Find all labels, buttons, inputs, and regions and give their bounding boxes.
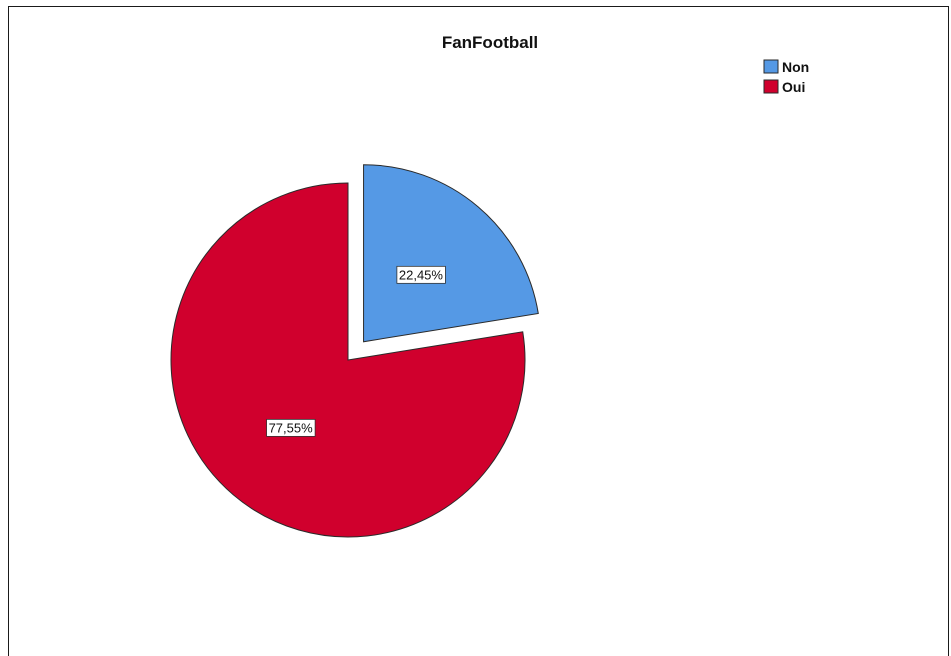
chart-frame (8, 6, 949, 656)
slice-label-non: 22,45% (396, 265, 446, 284)
legend-label-oui: Oui (782, 79, 805, 95)
pie-slice-non (363, 164, 539, 343)
legend-label-non: Non (782, 59, 809, 75)
slice-labels: 22,45% 77,55% (266, 265, 446, 437)
slice-label-text: 77,55% (269, 420, 314, 435)
legend-swatch-non (763, 59, 779, 74)
chart-title: FanFootball (442, 33, 538, 52)
pie-slices (170, 164, 539, 538)
slice-label-text: 22,45% (399, 267, 444, 282)
legend-swatch-oui (763, 79, 779, 94)
legend: Non Oui (763, 59, 809, 95)
slice-label-box (396, 265, 446, 284)
slice-label-oui: 77,55% (266, 418, 316, 437)
slice-label-box (266, 418, 316, 437)
pie-slice-oui (170, 182, 526, 538)
